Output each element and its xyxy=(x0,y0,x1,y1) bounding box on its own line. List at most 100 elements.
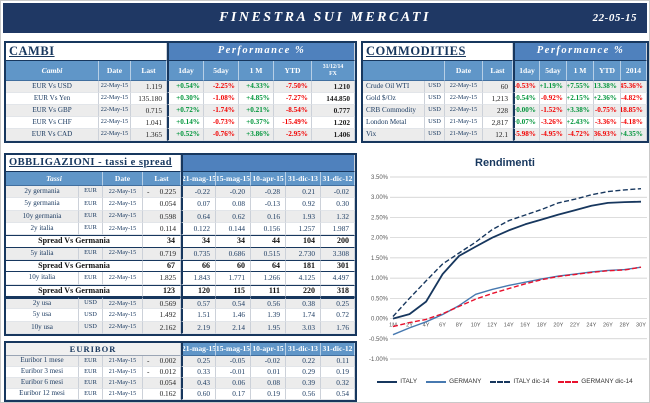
table-cell: USD xyxy=(79,296,103,310)
table-cell: USD xyxy=(425,129,445,141)
history-cell: 0.62 xyxy=(216,210,251,223)
cambi-table: CAMBI Performance % Cambi Date Last 1day 5da… xyxy=(4,41,357,143)
column-header: Cambi xyxy=(6,61,99,81)
column-header: 1 M xyxy=(239,61,274,81)
history-cell: 1.32 xyxy=(321,210,355,223)
table-cell: 60 xyxy=(483,81,513,93)
bonds-header-band xyxy=(181,155,355,172)
table-cell: 22-May-15 xyxy=(99,81,131,93)
history-cell: 0.33 xyxy=(181,367,216,378)
history-cell: 1.51 xyxy=(181,309,216,322)
table-cell: 1.406 xyxy=(312,129,355,141)
y-axis-label: -0.50% xyxy=(369,337,389,343)
table-cell: 0.715 xyxy=(131,105,167,117)
perf-cell: +4.85% xyxy=(239,93,274,105)
table-cell: 22-May-15 xyxy=(99,117,131,129)
y-axis-label: 2.50% xyxy=(371,215,389,221)
history-cell: 0.08 xyxy=(251,378,286,389)
history-cell: 0.54 xyxy=(321,389,355,400)
commodities-section-title-text: COMMODITIES xyxy=(366,44,466,59)
column-header: Last xyxy=(483,61,513,81)
x-axis-label: 4Y xyxy=(423,323,430,329)
history-cell: 0.156 xyxy=(251,222,286,236)
column-header: YTD xyxy=(594,61,621,81)
table-cell: 1.202 xyxy=(312,117,355,129)
row-name: 2y usa xyxy=(6,296,79,310)
legend-item: ITALY dic-14 xyxy=(490,378,549,385)
column-header: Tassi xyxy=(6,172,103,186)
history-cell: 3.308 xyxy=(321,247,355,260)
history-cell: 0.57 xyxy=(181,296,216,310)
table-cell: 21-May-15 xyxy=(445,117,483,129)
history-cell: 1.39 xyxy=(251,309,286,322)
history-cell: -0.22 xyxy=(181,186,216,199)
legend-item: GERMANY dic-14 xyxy=(558,378,633,385)
spread-value: 66 xyxy=(181,259,216,273)
x-axis-label: 10Y xyxy=(471,323,481,329)
history-cell: 4.125 xyxy=(286,272,321,285)
x-axis-label: 26Y xyxy=(603,323,613,329)
spread-value: 120 xyxy=(181,284,216,297)
perf-cell: -4.95% xyxy=(540,129,567,141)
spread-value: 44 xyxy=(251,235,286,248)
column-header xyxy=(363,61,445,81)
x-axis-label: 8Y xyxy=(456,323,463,329)
column-header: Date xyxy=(99,61,131,81)
perf-cell: +0.30% xyxy=(167,93,204,105)
table-cell: 0.054 xyxy=(143,198,181,211)
table-cell: 1.825 xyxy=(143,272,181,285)
perf-cell: -45.36% xyxy=(621,81,647,93)
history-cell: 0.64 xyxy=(181,210,216,223)
row-name: EUR Vs CAD xyxy=(6,129,99,141)
report-title: FINESTRA SUI MERCATI xyxy=(219,10,431,25)
history-cell: 1.266 xyxy=(251,272,286,285)
history-cell: 0.30 xyxy=(321,198,355,211)
history-cell: 2.19 xyxy=(181,321,216,334)
perf-cell: +0.14% xyxy=(167,117,204,129)
report-header-bar: FINESTRA SUI MERCATI 22-05-15 xyxy=(3,3,647,33)
table-cell: EUR xyxy=(79,389,103,400)
table-cell: EUR xyxy=(79,367,103,378)
spread-value: 123 xyxy=(143,284,181,297)
history-cell: 0.56 xyxy=(286,389,321,400)
perf-cell: +2.43% xyxy=(567,117,594,129)
history-cell: 1.771 xyxy=(216,272,251,285)
history-cell: -0.05 xyxy=(216,356,251,367)
commodities-table: COMMODITIES Performance % Date Last 1day 5d… xyxy=(361,41,649,143)
perf-cell: +2.36% xyxy=(594,93,621,105)
table-cell: 1.119 xyxy=(131,81,167,93)
column-header: 5day xyxy=(204,61,239,81)
perf-cell: -0.92% xyxy=(540,93,567,105)
perf-cell: -7.50% xyxy=(274,81,312,93)
spread-label: Spread Vs Germania xyxy=(6,284,143,297)
row-name: EUR Vs USD xyxy=(6,81,99,93)
table-cell: 22-May-15 xyxy=(99,105,131,117)
bonds-section-title-text: OBBLIGAZIONI - tassi e spread xyxy=(9,156,173,168)
column-header: 21-mag-15 xyxy=(181,172,216,186)
table-cell: USD xyxy=(425,81,445,93)
history-cell: 0.08 xyxy=(216,198,251,211)
perf-cell: +0.72% xyxy=(167,105,204,117)
legend-item: GERMANY xyxy=(426,378,481,385)
row-name: Euribor 3 mesi xyxy=(6,367,79,378)
perf-cell: -1.74% xyxy=(204,105,239,117)
legend-item: ITALY xyxy=(377,378,417,385)
table-cell: -0.002 xyxy=(143,356,181,367)
perf-cell: -3.26% xyxy=(540,117,567,129)
history-cell: 0.21 xyxy=(286,186,321,199)
spread-value: 200 xyxy=(321,235,355,248)
x-axis-label: 24Y xyxy=(586,323,596,329)
perf-cell: +0.54% xyxy=(167,81,204,93)
column-header: 10-apr-15 xyxy=(251,343,286,356)
history-cell: 0.17 xyxy=(216,389,251,400)
table-cell: 22-May-15 xyxy=(99,93,131,105)
legend-line-sample xyxy=(490,380,511,383)
table-cell: 21-May-15 xyxy=(103,367,143,378)
y-axis-label: 0.00% xyxy=(371,317,389,323)
row-name: 10y italia xyxy=(6,272,79,285)
spread-value: 111 xyxy=(251,284,286,297)
row-name: Euribor 6 mesi xyxy=(6,378,79,389)
history-cell: -0.02 xyxy=(251,356,286,367)
table-cell: EUR xyxy=(79,186,103,199)
y-axis-label: 1.00% xyxy=(371,276,389,282)
